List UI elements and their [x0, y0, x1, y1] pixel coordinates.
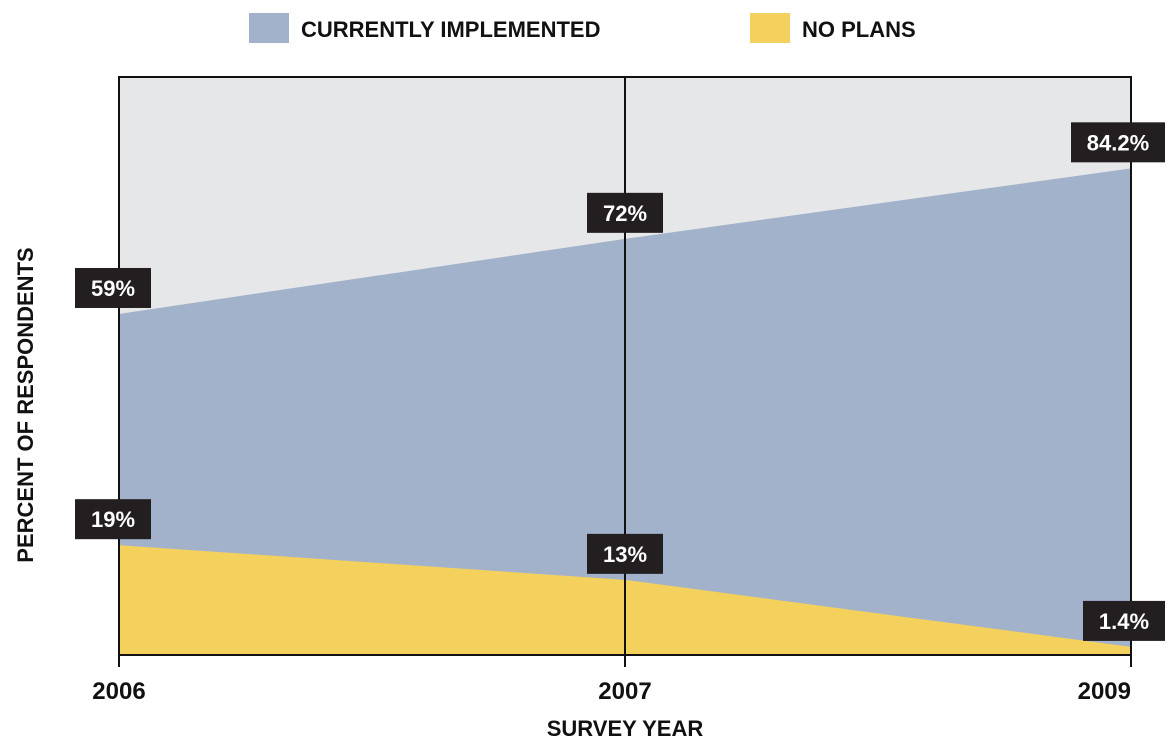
- data-label-currently-implemented-2007: 72%: [587, 193, 663, 233]
- data-label-no-plans-2006: 19%: [75, 499, 151, 539]
- legend-label-currently-implemented: CURRENTLY IMPLEMENTED: [301, 17, 600, 42]
- x-tick-label-2007: 2007: [598, 678, 651, 705]
- x-axis-title: SURVEY YEAR: [547, 716, 704, 741]
- legend-swatch-no-plans: [750, 13, 790, 43]
- data-label-currently-implemented-2009: 84.2%: [1071, 122, 1165, 162]
- y-axis-title: PERCENT OF RESPONDENTS: [13, 247, 38, 562]
- legend-label-no-plans: NO PLANS: [802, 17, 916, 42]
- data-label-text: 72%: [603, 201, 647, 226]
- data-label-text: 1.4%: [1099, 609, 1149, 634]
- x-tick-label-2009: 2009: [1078, 678, 1131, 705]
- data-label-text: 84.2%: [1087, 130, 1149, 155]
- x-tick-marks: [119, 655, 1131, 667]
- data-label-text: 13%: [603, 542, 647, 567]
- legend-swatch-currently-implemented: [249, 13, 289, 43]
- data-label-text: 19%: [91, 507, 135, 532]
- data-label-text: 59%: [91, 276, 135, 301]
- data-label-no-plans-2007: 13%: [587, 534, 663, 574]
- data-label-currently-implemented-2006: 59%: [75, 268, 151, 308]
- data-label-no-plans-2009: 1.4%: [1083, 601, 1165, 641]
- legend: CURRENTLY IMPLEMENTED NO PLANS: [249, 13, 916, 43]
- x-tick-label-2006: 2006: [92, 678, 145, 705]
